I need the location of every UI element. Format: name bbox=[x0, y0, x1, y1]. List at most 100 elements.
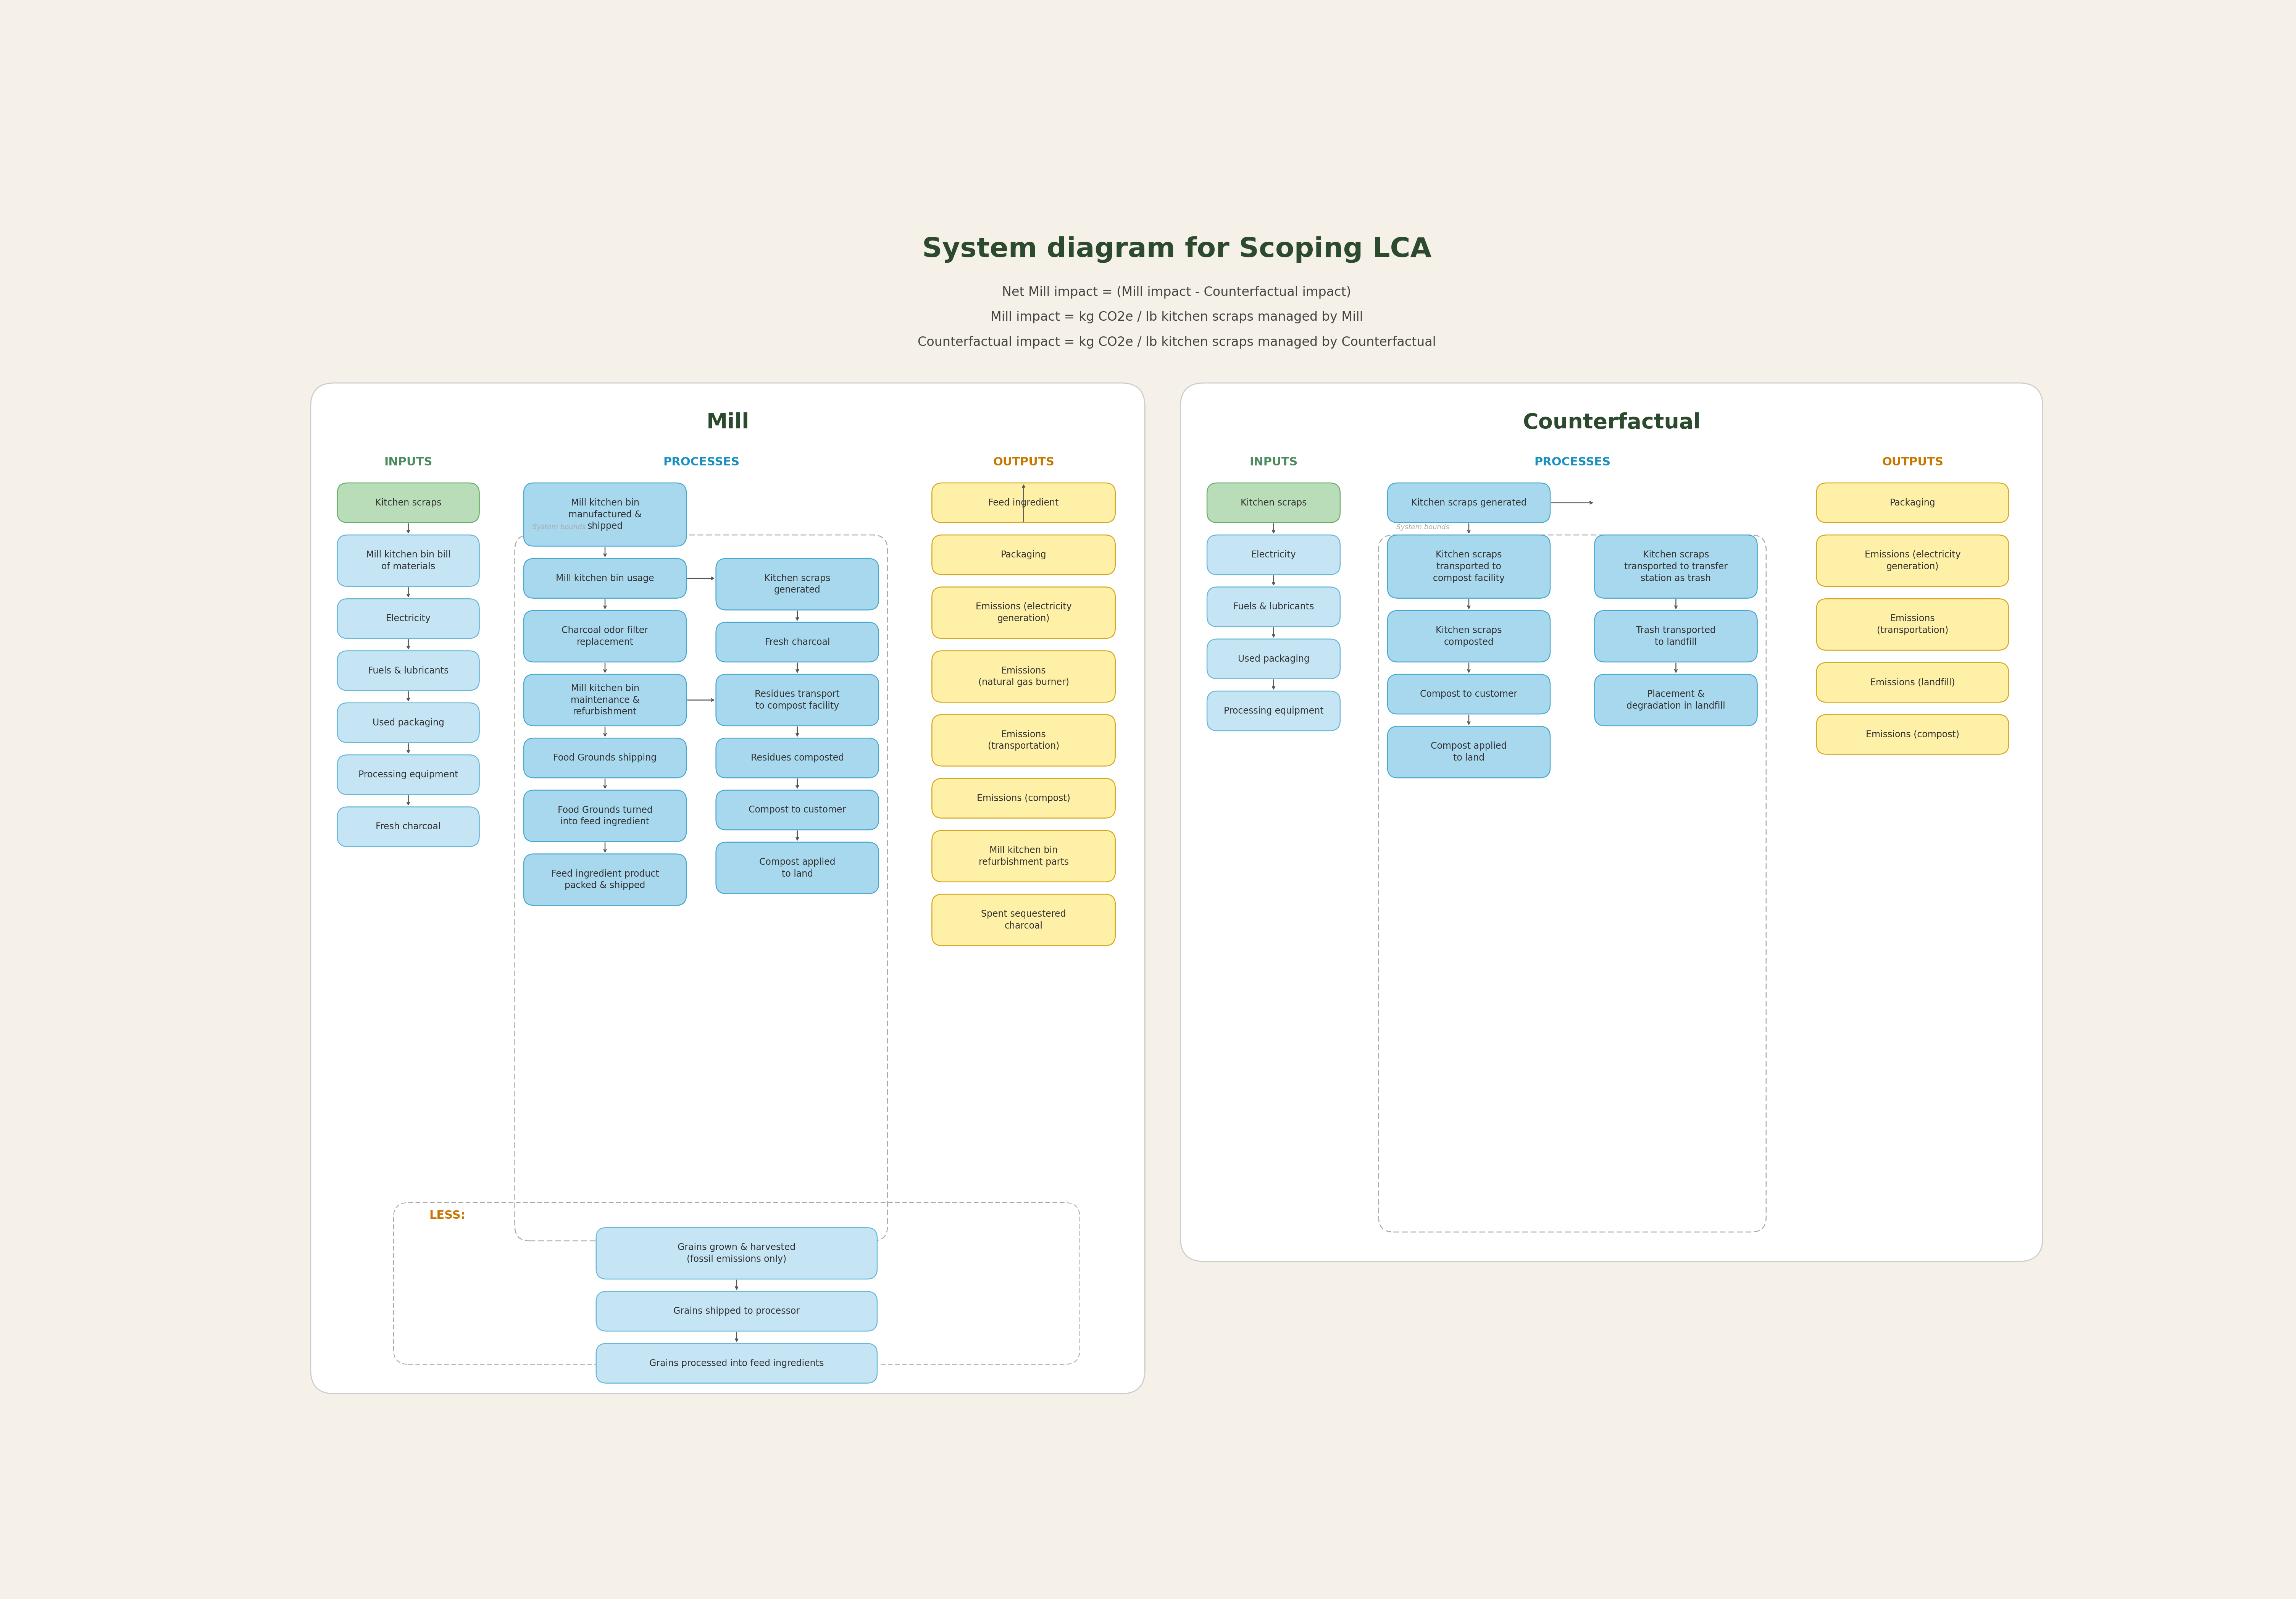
Text: Kitchen scraps
transported to
compost facility: Kitchen scraps transported to compost fa… bbox=[1433, 550, 1504, 584]
Text: Mill: Mill bbox=[707, 413, 748, 433]
Text: Mill kitchen bin
manufactured &
shipped: Mill kitchen bin manufactured & shipped bbox=[569, 499, 641, 531]
FancyBboxPatch shape bbox=[716, 622, 879, 662]
FancyBboxPatch shape bbox=[597, 1292, 877, 1330]
Text: Used packaging: Used packaging bbox=[1238, 654, 1309, 664]
FancyBboxPatch shape bbox=[716, 558, 879, 609]
Text: INPUTS: INPUTS bbox=[383, 456, 432, 467]
FancyBboxPatch shape bbox=[597, 1228, 877, 1279]
FancyBboxPatch shape bbox=[1816, 483, 2009, 523]
FancyBboxPatch shape bbox=[310, 384, 1146, 1394]
Text: System diagram for Scoping LCA: System diagram for Scoping LCA bbox=[923, 237, 1430, 262]
FancyBboxPatch shape bbox=[338, 704, 480, 742]
FancyBboxPatch shape bbox=[338, 598, 480, 638]
Text: Fuels & lubricants: Fuels & lubricants bbox=[367, 667, 448, 675]
Text: System bounds: System bounds bbox=[533, 524, 585, 531]
FancyBboxPatch shape bbox=[523, 558, 687, 598]
Text: Net Mill impact = (Mill impact - Counterfactual impact): Net Mill impact = (Mill impact - Counter… bbox=[1001, 286, 1352, 299]
FancyBboxPatch shape bbox=[716, 739, 879, 777]
Text: OUTPUTS: OUTPUTS bbox=[992, 456, 1054, 467]
FancyBboxPatch shape bbox=[523, 854, 687, 905]
Text: Fresh charcoal: Fresh charcoal bbox=[765, 638, 829, 646]
FancyBboxPatch shape bbox=[338, 755, 480, 795]
FancyBboxPatch shape bbox=[932, 715, 1116, 766]
Text: Emissions (compost): Emissions (compost) bbox=[976, 793, 1070, 803]
FancyBboxPatch shape bbox=[932, 483, 1116, 523]
Text: Kitchen scraps
generated: Kitchen scraps generated bbox=[765, 574, 831, 595]
FancyBboxPatch shape bbox=[1208, 536, 1341, 574]
FancyBboxPatch shape bbox=[1208, 691, 1341, 731]
Text: System bounds: System bounds bbox=[1396, 524, 1449, 531]
Text: Kitchen scraps
transported to transfer
station as trash: Kitchen scraps transported to transfer s… bbox=[1623, 550, 1727, 584]
Text: Kitchen scraps: Kitchen scraps bbox=[1240, 499, 1306, 507]
FancyBboxPatch shape bbox=[932, 830, 1116, 883]
FancyBboxPatch shape bbox=[523, 483, 687, 547]
Text: Spent sequestered
charcoal: Spent sequestered charcoal bbox=[980, 910, 1065, 931]
Text: Emissions (electricity
generation): Emissions (electricity generation) bbox=[976, 603, 1072, 624]
FancyBboxPatch shape bbox=[716, 843, 879, 894]
Text: Kitchen scraps generated: Kitchen scraps generated bbox=[1412, 499, 1527, 507]
Text: Compost applied
to land: Compost applied to land bbox=[1430, 742, 1506, 763]
FancyBboxPatch shape bbox=[1208, 587, 1341, 627]
FancyBboxPatch shape bbox=[1387, 675, 1550, 715]
FancyBboxPatch shape bbox=[523, 739, 687, 777]
Text: Emissions (electricity
generation): Emissions (electricity generation) bbox=[1864, 550, 1961, 571]
Text: Grains shipped to processor: Grains shipped to processor bbox=[673, 1306, 799, 1316]
Text: Packaging: Packaging bbox=[1001, 550, 1047, 560]
Text: Feed ingredient product
packed & shipped: Feed ingredient product packed & shipped bbox=[551, 870, 659, 891]
Text: Counterfactual impact = kg CO2e / lb kitchen scraps managed by Counterfactual: Counterfactual impact = kg CO2e / lb kit… bbox=[918, 336, 1435, 349]
Text: Kitchen scraps
composted: Kitchen scraps composted bbox=[1435, 625, 1502, 646]
FancyBboxPatch shape bbox=[1593, 536, 1756, 598]
FancyBboxPatch shape bbox=[523, 675, 687, 726]
Text: Trash transported
to landfill: Trash transported to landfill bbox=[1637, 625, 1715, 646]
Text: Food Grounds shipping: Food Grounds shipping bbox=[553, 753, 657, 763]
Text: Feed ingredient: Feed ingredient bbox=[987, 499, 1058, 507]
FancyBboxPatch shape bbox=[932, 894, 1116, 945]
FancyBboxPatch shape bbox=[1180, 384, 2043, 1262]
Text: Mill impact = kg CO2e / lb kitchen scraps managed by Mill: Mill impact = kg CO2e / lb kitchen scrap… bbox=[990, 310, 1364, 323]
Text: Emissions
(transportation): Emissions (transportation) bbox=[987, 729, 1058, 752]
Text: Used packaging: Used packaging bbox=[372, 718, 443, 728]
FancyBboxPatch shape bbox=[597, 1343, 877, 1383]
FancyBboxPatch shape bbox=[338, 651, 480, 691]
Text: Compost to customer: Compost to customer bbox=[748, 806, 845, 814]
FancyBboxPatch shape bbox=[1387, 726, 1550, 777]
Text: Mill kitchen bin bill
of materials: Mill kitchen bin bill of materials bbox=[365, 550, 450, 571]
Text: Kitchen scraps: Kitchen scraps bbox=[374, 499, 441, 507]
FancyBboxPatch shape bbox=[1593, 611, 1756, 662]
FancyBboxPatch shape bbox=[1387, 483, 1550, 523]
Text: Counterfactual: Counterfactual bbox=[1522, 413, 1701, 433]
FancyBboxPatch shape bbox=[932, 779, 1116, 819]
FancyBboxPatch shape bbox=[1816, 598, 2009, 651]
Text: Mill kitchen bin usage: Mill kitchen bin usage bbox=[556, 574, 654, 584]
Text: Electricity: Electricity bbox=[1251, 550, 1295, 560]
FancyBboxPatch shape bbox=[338, 536, 480, 587]
Text: Residues composted: Residues composted bbox=[751, 753, 845, 763]
FancyBboxPatch shape bbox=[1387, 611, 1550, 662]
Text: Emissions (compost): Emissions (compost) bbox=[1867, 729, 1958, 739]
FancyBboxPatch shape bbox=[1208, 640, 1341, 678]
Text: Fresh charcoal: Fresh charcoal bbox=[377, 822, 441, 831]
Text: Processing equipment: Processing equipment bbox=[358, 771, 459, 779]
Text: INPUTS: INPUTS bbox=[1249, 456, 1297, 467]
Text: Packaging: Packaging bbox=[1890, 499, 1936, 507]
Text: Compost to customer: Compost to customer bbox=[1421, 689, 1518, 699]
FancyBboxPatch shape bbox=[932, 651, 1116, 702]
Text: OUTPUTS: OUTPUTS bbox=[1883, 456, 1942, 467]
FancyBboxPatch shape bbox=[716, 675, 879, 726]
Text: PROCESSES: PROCESSES bbox=[664, 456, 739, 467]
FancyBboxPatch shape bbox=[1816, 715, 2009, 755]
Text: Emissions
(natural gas burner): Emissions (natural gas burner) bbox=[978, 667, 1070, 688]
Text: Grains processed into feed ingredients: Grains processed into feed ingredients bbox=[650, 1359, 824, 1367]
FancyBboxPatch shape bbox=[1387, 536, 1550, 598]
FancyBboxPatch shape bbox=[338, 483, 480, 523]
Text: Charcoal odor filter
replacement: Charcoal odor filter replacement bbox=[563, 625, 647, 646]
FancyBboxPatch shape bbox=[1208, 483, 1341, 523]
FancyBboxPatch shape bbox=[1816, 536, 2009, 587]
FancyBboxPatch shape bbox=[932, 536, 1116, 574]
FancyBboxPatch shape bbox=[716, 790, 879, 830]
Text: LESS:: LESS: bbox=[429, 1210, 466, 1222]
Text: Grains grown & harvested
(fossil emissions only): Grains grown & harvested (fossil emissio… bbox=[677, 1242, 797, 1263]
Text: Emissions (landfill): Emissions (landfill) bbox=[1869, 678, 1956, 688]
Text: Placement &
degradation in landfill: Placement & degradation in landfill bbox=[1626, 689, 1724, 710]
FancyBboxPatch shape bbox=[1816, 662, 2009, 702]
